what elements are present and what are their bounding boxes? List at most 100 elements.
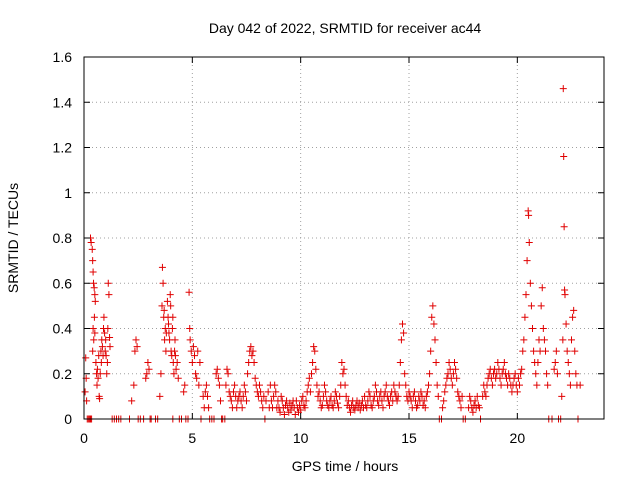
data-point bbox=[520, 336, 528, 344]
data-point bbox=[186, 336, 194, 344]
data-point bbox=[227, 397, 235, 405]
data-point bbox=[248, 352, 256, 360]
data-point bbox=[522, 291, 530, 299]
data-point bbox=[454, 388, 462, 396]
data-point bbox=[475, 404, 483, 412]
data-point bbox=[519, 347, 527, 355]
data-point bbox=[530, 347, 538, 355]
data-point bbox=[342, 392, 350, 400]
data-point bbox=[319, 392, 327, 400]
data-point bbox=[158, 302, 166, 310]
data-point bbox=[428, 313, 436, 321]
data-point bbox=[564, 358, 572, 366]
data-point bbox=[338, 358, 346, 366]
data-point bbox=[187, 347, 195, 355]
data-point bbox=[104, 325, 112, 332]
data-point bbox=[302, 397, 310, 405]
data-point bbox=[299, 392, 307, 400]
data-point bbox=[264, 388, 272, 396]
data-point bbox=[526, 279, 534, 287]
data-point bbox=[309, 358, 317, 366]
data-point bbox=[142, 374, 150, 382]
data-point bbox=[514, 374, 522, 382]
data-point bbox=[186, 325, 194, 332]
data-point bbox=[251, 374, 259, 382]
data-point bbox=[386, 401, 393, 409]
data-point bbox=[496, 374, 504, 382]
data-point bbox=[400, 329, 408, 337]
data-point bbox=[193, 374, 201, 382]
data-point bbox=[396, 358, 404, 366]
data-point bbox=[566, 381, 574, 389]
data-point bbox=[89, 268, 97, 276]
data-point bbox=[402, 381, 410, 389]
data-point bbox=[518, 365, 526, 373]
data-point bbox=[440, 397, 448, 405]
data-point bbox=[560, 223, 568, 231]
data-point bbox=[104, 279, 112, 287]
data-point bbox=[205, 404, 213, 412]
data-point bbox=[316, 397, 324, 405]
data-point bbox=[244, 370, 252, 378]
data-point bbox=[106, 334, 114, 342]
data-point bbox=[399, 320, 406, 328]
data-point bbox=[570, 306, 578, 314]
data-point bbox=[565, 370, 573, 378]
data-point bbox=[456, 397, 464, 405]
data-point bbox=[191, 352, 198, 360]
data-point bbox=[196, 358, 204, 366]
data-point bbox=[257, 388, 265, 396]
data-point bbox=[315, 388, 323, 396]
data-point bbox=[529, 325, 536, 332]
data-point bbox=[379, 404, 387, 412]
chart-title: Day 042 of 2022, SRMTID for receiver ac4… bbox=[209, 20, 482, 36]
data-point bbox=[516, 381, 523, 389]
data-point bbox=[448, 381, 456, 389]
data-point bbox=[561, 291, 569, 299]
data-point bbox=[169, 313, 177, 321]
data-point bbox=[313, 381, 321, 389]
data-point bbox=[165, 320, 172, 328]
data-point bbox=[429, 302, 437, 310]
data-point bbox=[238, 404, 246, 412]
data-point bbox=[537, 302, 545, 310]
axis-ticks bbox=[83, 56, 604, 420]
y-tick-label: 0.4 bbox=[53, 321, 73, 337]
data-point bbox=[230, 388, 237, 396]
data-point bbox=[249, 347, 257, 355]
data-point bbox=[267, 397, 275, 405]
data-point bbox=[305, 374, 313, 382]
data-point bbox=[542, 347, 549, 355]
data-point bbox=[451, 358, 458, 366]
data-point bbox=[442, 381, 450, 389]
data-point bbox=[105, 291, 113, 299]
data-point bbox=[544, 381, 552, 389]
y-tick-label: 0 bbox=[64, 411, 72, 427]
data-point bbox=[240, 381, 248, 389]
data-point bbox=[568, 336, 575, 344]
data-point bbox=[243, 397, 250, 405]
data-point bbox=[156, 392, 164, 400]
data-point bbox=[215, 381, 223, 389]
data-point bbox=[101, 329, 109, 337]
data-point bbox=[174, 374, 182, 382]
data-point bbox=[543, 370, 551, 378]
data-point bbox=[469, 408, 477, 416]
y-tick-label: 1.4 bbox=[53, 94, 73, 110]
data-point bbox=[434, 392, 442, 400]
data-point bbox=[195, 381, 203, 389]
data-point bbox=[166, 291, 174, 299]
data-point bbox=[513, 388, 521, 396]
x-tick-label: 15 bbox=[401, 430, 417, 446]
data-point bbox=[433, 381, 441, 389]
data-point bbox=[213, 365, 221, 373]
data-point bbox=[494, 358, 502, 366]
data-point bbox=[301, 404, 309, 412]
data-point bbox=[439, 404, 447, 412]
data-point bbox=[168, 325, 176, 332]
data-point bbox=[334, 399, 341, 407]
data-point bbox=[425, 381, 432, 389]
data-point bbox=[280, 410, 288, 418]
data-point bbox=[571, 347, 579, 355]
data-point bbox=[159, 279, 167, 287]
